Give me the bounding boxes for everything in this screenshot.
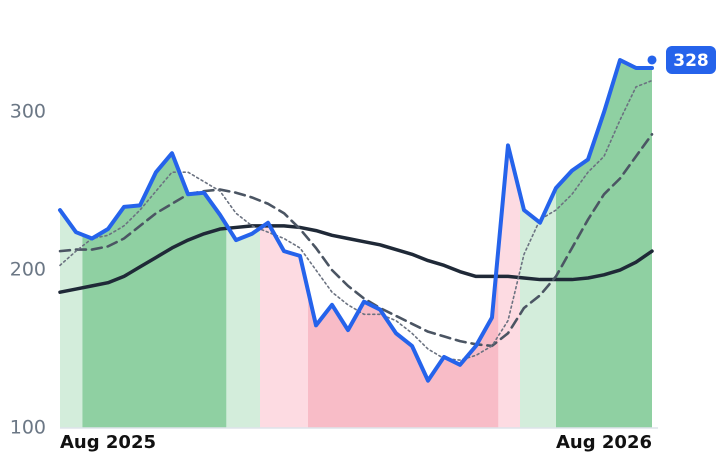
- series-line: [58, 132, 654, 348]
- y-tick-label: 200: [10, 259, 46, 281]
- region-fill: [498, 145, 520, 428]
- series-line: [59, 79, 653, 361]
- x-tick-label: Aug 2026: [556, 432, 652, 453]
- y-tick-label: 300: [10, 101, 46, 123]
- value-badge: [666, 45, 716, 74]
- value-label: 328: [673, 51, 709, 71]
- region-fill: [308, 248, 499, 428]
- region-fill: [82, 153, 227, 428]
- last-point: [647, 55, 657, 65]
- region-fill: [260, 222, 308, 428]
- region-fill: [60, 210, 83, 428]
- region-fill: [556, 60, 652, 428]
- x-tick-label: Aug 2025: [60, 432, 156, 453]
- series-line: [58, 58, 654, 383]
- region-fill: [226, 224, 260, 428]
- y-tick-label: 100: [10, 417, 46, 439]
- region-fill: [520, 187, 556, 428]
